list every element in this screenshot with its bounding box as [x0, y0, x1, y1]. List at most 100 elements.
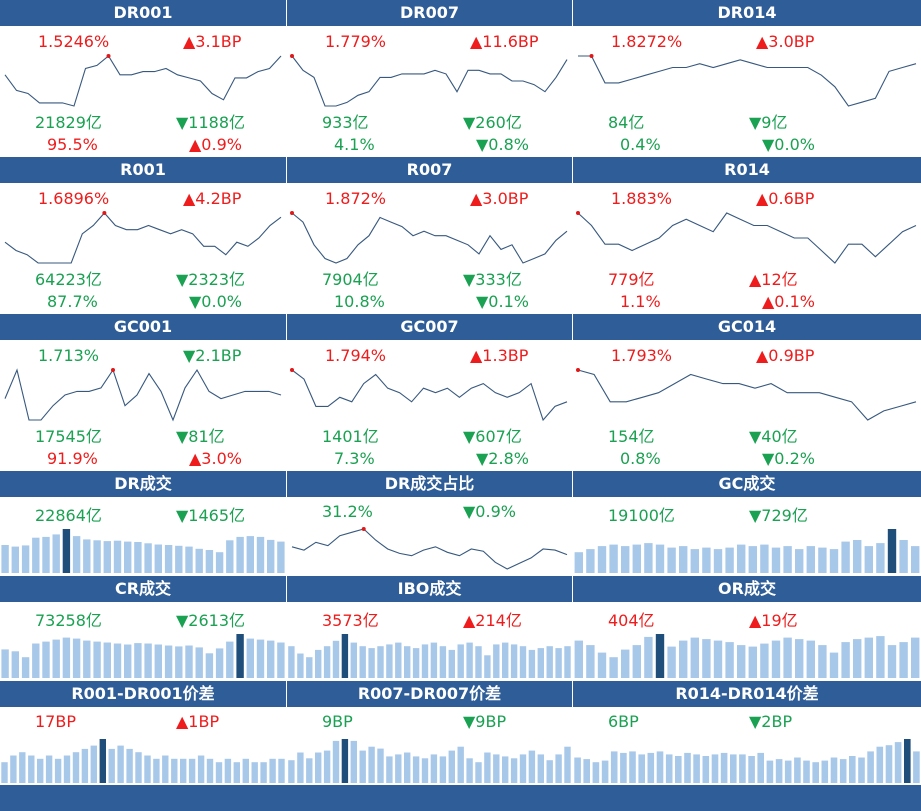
panel-ibo-: IBO成交 3573亿 ▲214亿	[287, 576, 572, 679]
metric-value: 17BP	[35, 712, 76, 731]
bar	[713, 549, 723, 573]
bar	[730, 754, 737, 783]
latest-point-marker	[290, 54, 294, 58]
bar	[72, 638, 81, 678]
bar	[693, 754, 700, 783]
series-line	[578, 55, 917, 107]
bar	[205, 550, 214, 573]
metric-change: ▼2BP	[749, 712, 793, 731]
panel-title: DR成交	[0, 471, 286, 497]
bar	[315, 649, 322, 678]
bar	[528, 649, 536, 678]
bar	[386, 644, 393, 678]
bar	[647, 752, 655, 783]
bar	[377, 646, 384, 678]
bar	[297, 752, 304, 783]
metric-change: ▼1465亿	[176, 506, 246, 525]
bar	[586, 645, 595, 678]
bar	[93, 641, 101, 678]
bar	[72, 536, 81, 573]
bar	[675, 756, 682, 783]
series-line	[4, 55, 282, 107]
bar	[783, 637, 792, 678]
bar	[306, 657, 313, 678]
bar	[315, 752, 322, 783]
bar	[466, 758, 473, 783]
bar-chart	[1, 634, 285, 678]
bar	[564, 746, 571, 783]
bar	[215, 552, 224, 573]
bar	[448, 750, 455, 783]
bar	[894, 742, 902, 783]
bar	[913, 751, 920, 783]
latest-point-marker	[576, 368, 580, 372]
bar	[180, 758, 187, 783]
bar	[771, 547, 781, 573]
volume-change: ▼607亿	[463, 427, 522, 446]
panel-title: R007-DR007价差	[287, 681, 572, 707]
volume-change: ▼2323亿	[176, 270, 246, 289]
rate-change: ▲4.2BP	[183, 189, 242, 208]
panel-title: OR成交	[573, 576, 921, 602]
bar	[632, 544, 641, 573]
bar	[421, 758, 429, 783]
bar	[597, 652, 607, 678]
panel-title: DR007	[287, 0, 572, 26]
sparkline-chart	[578, 54, 917, 107]
bar	[849, 756, 856, 783]
bar	[597, 546, 607, 573]
bar-chart	[288, 634, 571, 678]
sparkline-chart	[4, 368, 282, 422]
panel-title: GC007	[287, 314, 572, 340]
bar	[52, 639, 60, 678]
panel-dr-: DR成交占比 31.2% ▼0.9%	[287, 471, 572, 574]
share-change: ▲0.1%	[762, 292, 815, 311]
bar	[386, 756, 393, 783]
bar	[267, 640, 275, 678]
panel-title: R001-DR001价差	[0, 681, 286, 707]
volume-value: 7904亿	[322, 270, 379, 289]
bar	[332, 640, 340, 678]
bar	[493, 644, 500, 678]
bar	[288, 760, 295, 783]
share-change: ▼0.8%	[476, 135, 529, 154]
bar	[667, 646, 676, 678]
bar	[484, 752, 491, 783]
panel-r014-dr014-: R014-DR014价差 6BP ▼2BP	[573, 681, 921, 784]
bar	[185, 546, 193, 573]
bar-latest	[341, 739, 349, 783]
bar	[609, 657, 618, 678]
series-line	[4, 212, 282, 264]
bar	[404, 752, 411, 783]
rate-change: ▲3.0BP	[470, 189, 529, 208]
latest-point-marker	[102, 211, 107, 215]
metric-change: ▼0.9%	[463, 502, 516, 521]
bar	[185, 645, 193, 678]
bar	[829, 549, 839, 573]
panel-title: GC001	[0, 314, 286, 340]
bar	[404, 646, 411, 678]
bar	[853, 639, 862, 678]
bar	[783, 546, 792, 573]
rate-value: 1.8272%	[611, 32, 683, 51]
rate-change: ▲0.6BP	[756, 189, 815, 208]
bar	[655, 544, 665, 573]
bar	[812, 762, 819, 783]
rate-change: ▲1.3BP	[470, 346, 529, 365]
share-change: ▼0.2%	[762, 449, 815, 468]
bar	[725, 547, 734, 573]
bar	[62, 637, 71, 678]
latest-point-marker	[361, 527, 366, 531]
rate-value: 1.5246%	[38, 32, 110, 51]
bar	[537, 648, 544, 678]
bar	[632, 645, 641, 678]
metric-value: 73258亿	[35, 611, 102, 630]
bar	[215, 648, 224, 678]
rate-change: ▲11.6BP	[470, 32, 539, 51]
bar	[528, 750, 536, 783]
rate-change: ▲0.9BP	[756, 346, 815, 365]
bar	[586, 549, 595, 573]
series-line	[291, 528, 568, 570]
metric-value: 3573亿	[322, 611, 379, 630]
bar	[457, 746, 464, 783]
